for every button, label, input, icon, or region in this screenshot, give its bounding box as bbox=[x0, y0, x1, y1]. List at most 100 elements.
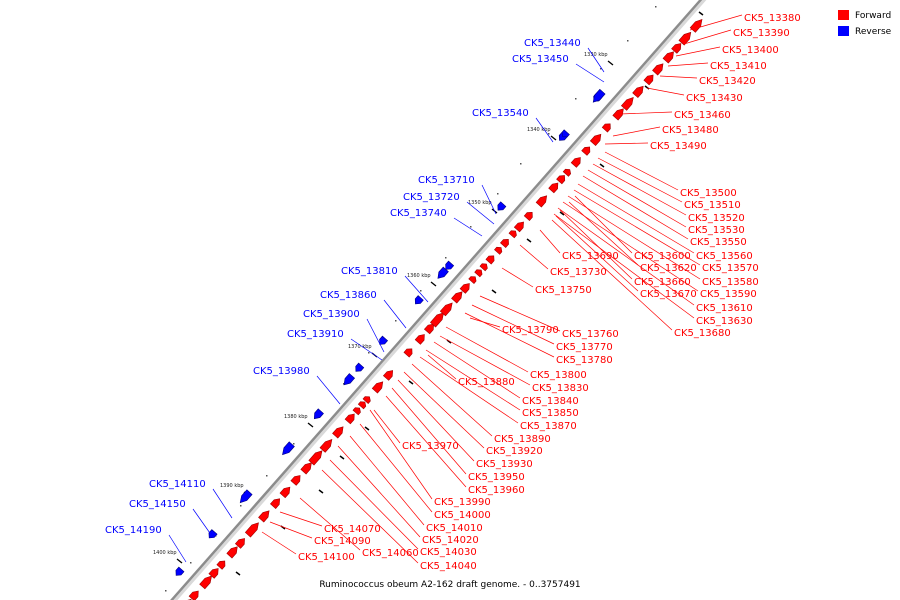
leader-line bbox=[329, 459, 419, 550]
gene-label-ck5-13690: CK5_13690 bbox=[562, 251, 619, 262]
leader-line bbox=[269, 521, 313, 539]
gene-label-ck5-13430: CK5_13430 bbox=[686, 93, 743, 104]
reverse-gene-arrow bbox=[561, 129, 570, 138]
forward-gene-arrow bbox=[258, 510, 270, 523]
gene-label-ck5-13480: CK5_13480 bbox=[662, 125, 719, 136]
forward-gene-arrow bbox=[332, 426, 344, 439]
track-dot bbox=[627, 40, 629, 42]
forward-gene-arrow bbox=[226, 546, 238, 559]
leader-line bbox=[359, 423, 433, 513]
forward-gene-arrow bbox=[234, 538, 245, 549]
leader-line bbox=[539, 229, 561, 254]
leader-line bbox=[349, 435, 425, 526]
forward-gene-arrow bbox=[643, 74, 654, 86]
forward-gene-arrow bbox=[279, 486, 291, 499]
forward-gene-arrow bbox=[632, 85, 644, 99]
reverse-gene-arrow bbox=[239, 489, 253, 504]
gene-label-ck5-13420: CK5_13420 bbox=[699, 76, 756, 87]
gene-label-ck5-14190: CK5_14190 bbox=[105, 525, 162, 536]
leader-line bbox=[567, 195, 701, 280]
forward-gene-arrow bbox=[581, 146, 591, 156]
forward-gene-arrow bbox=[403, 348, 413, 358]
gene-label-ck5-13970: CK5_13970 bbox=[402, 441, 459, 452]
leader-line bbox=[619, 111, 673, 115]
tick-mark bbox=[491, 289, 497, 294]
gene-label-ck5-13450: CK5_13450 bbox=[512, 54, 569, 65]
gene-label-ck5-13860: CK5_13860 bbox=[320, 290, 377, 301]
track-dot bbox=[470, 226, 472, 228]
leader-line bbox=[689, 14, 743, 31]
tick-label-1350-kbp: 1350 kbp bbox=[468, 200, 492, 206]
tick-label-1390-kbp: 1390 kbp bbox=[220, 483, 244, 489]
leader-line bbox=[385, 395, 467, 488]
leader-line bbox=[261, 531, 297, 555]
forward-gene-arrow bbox=[429, 312, 444, 328]
leader-line bbox=[366, 318, 385, 353]
forward-gene-arrow bbox=[652, 63, 664, 76]
leader-line bbox=[573, 189, 701, 266]
gene-label-ck5-13680: CK5_13680 bbox=[674, 328, 731, 339]
tick-mark bbox=[559, 211, 565, 216]
forward-gene-arrow bbox=[485, 255, 495, 265]
forward-gene-arrow bbox=[352, 407, 361, 416]
gene-label-ck5-13380: CK5_13380 bbox=[744, 13, 801, 24]
leader-line bbox=[391, 387, 467, 475]
gene-label-ck5-13800: CK5_13800 bbox=[530, 370, 587, 381]
forward-gene-arrow bbox=[479, 263, 488, 272]
leader-line bbox=[597, 157, 683, 203]
leader-line bbox=[559, 209, 633, 280]
leader-line bbox=[445, 326, 529, 373]
leader-line bbox=[425, 349, 521, 411]
leader-line bbox=[192, 508, 213, 537]
track-dot bbox=[293, 443, 295, 445]
leader-line bbox=[403, 371, 485, 449]
forward-gene-arrow bbox=[601, 123, 611, 133]
tick-label-1380-kbp: 1380 kbp bbox=[284, 414, 308, 420]
gene-label-ck5-13880: CK5_13880 bbox=[458, 377, 515, 388]
figure-caption: Ruminococcus obeum A2-162 draft genome. … bbox=[319, 580, 580, 590]
gene-label-ck5-13490: CK5_13490 bbox=[650, 141, 707, 152]
leader-line bbox=[411, 363, 493, 437]
leader-line bbox=[592, 163, 687, 216]
gene-label-ck5-14090: CK5_14090 bbox=[314, 536, 371, 547]
gene-label-ck5-13550: CK5_13550 bbox=[690, 237, 747, 248]
tick-mark bbox=[698, 11, 704, 16]
gene-label-ck5-14030: CK5_14030 bbox=[420, 547, 477, 558]
track-dot bbox=[395, 320, 397, 322]
leader-line bbox=[481, 184, 497, 215]
forward-gene-arrow bbox=[188, 590, 199, 600]
forward-gene-arrow bbox=[474, 269, 483, 278]
tick-label-1330-kbp: 1330 kbp bbox=[584, 52, 608, 58]
gene-label-ck5-13500: CK5_13500 bbox=[680, 188, 737, 199]
leader-line bbox=[321, 469, 419, 564]
leader-line bbox=[397, 379, 475, 462]
gene-label-ck5-13670: CK5_13670 bbox=[640, 289, 697, 300]
leader-line bbox=[373, 409, 401, 444]
forward-gene-arrow bbox=[548, 182, 559, 194]
leader-line bbox=[683, 29, 732, 45]
tick-label-1360-kbp: 1360 kbp bbox=[407, 273, 431, 279]
tick-mark bbox=[526, 238, 532, 243]
gene-label-ck5-13630: CK5_13630 bbox=[696, 316, 753, 327]
leader-line bbox=[577, 183, 695, 254]
gene-label-ck5-13540: CK5_13540 bbox=[472, 108, 529, 119]
forward-gene-arrow bbox=[535, 195, 548, 208]
tick-mark bbox=[307, 422, 314, 428]
gene-label-ck5-13910: CK5_13910 bbox=[287, 329, 344, 340]
leader-line bbox=[404, 275, 429, 303]
gene-label-ck5-14060: CK5_14060 bbox=[362, 548, 419, 559]
leader-line bbox=[337, 445, 421, 538]
leader-line bbox=[551, 219, 673, 331]
gene-label-ck5-13990: CK5_13990 bbox=[434, 497, 491, 508]
track-dot bbox=[368, 352, 370, 354]
leader-line bbox=[604, 142, 649, 145]
leader-line bbox=[453, 217, 483, 237]
legend-reverse-label: Reverse bbox=[855, 27, 892, 37]
genome-backbone bbox=[170, 0, 707, 600]
track-dot bbox=[343, 383, 345, 385]
leader-line bbox=[582, 175, 689, 240]
leader-line bbox=[646, 87, 685, 96]
gene-label-ck5-13830: CK5_13830 bbox=[532, 383, 589, 394]
track-dot bbox=[575, 98, 577, 100]
